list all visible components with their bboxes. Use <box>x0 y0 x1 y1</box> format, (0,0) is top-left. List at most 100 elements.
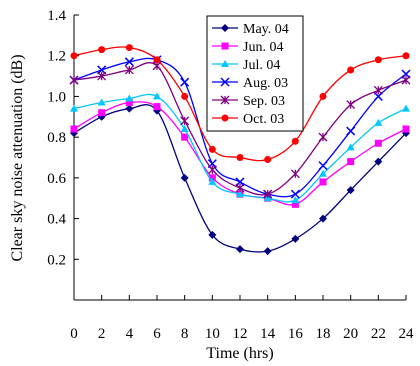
x-tick-label: 22 <box>371 326 386 342</box>
data-point <box>319 214 327 223</box>
legend-label: May. 04 <box>243 22 289 37</box>
data-point <box>374 118 383 126</box>
legend-marker <box>220 77 230 87</box>
data-point <box>70 52 78 60</box>
legend-marker <box>221 24 229 32</box>
data-point <box>373 85 383 95</box>
y-tick-label: 1.4 <box>47 8 66 24</box>
series-may-04 <box>70 104 410 256</box>
data-point <box>236 245 244 254</box>
data-point <box>374 139 382 147</box>
data-point <box>181 92 189 100</box>
x-tick-label: 2 <box>98 326 106 342</box>
data-point <box>402 125 410 133</box>
data-point <box>263 189 273 199</box>
x-tick-label: 6 <box>153 326 161 342</box>
data-point <box>98 46 106 54</box>
data-point <box>97 71 107 81</box>
data-point <box>124 57 134 67</box>
data-point <box>290 189 300 199</box>
data-point <box>264 156 272 164</box>
data-point <box>290 169 300 179</box>
data-point <box>291 196 300 204</box>
data-point <box>97 98 106 106</box>
data-point <box>180 173 189 182</box>
data-point <box>346 126 356 136</box>
data-point <box>153 103 161 111</box>
data-point <box>98 109 106 117</box>
y-tick-label: 0.4 <box>47 212 66 228</box>
data-point <box>124 65 134 75</box>
legend-marker <box>221 60 229 67</box>
data-point <box>319 169 327 177</box>
data-point <box>153 92 161 100</box>
data-point <box>208 145 216 153</box>
data-point <box>291 200 299 208</box>
data-point <box>236 190 244 198</box>
x-axis-ticks: 0 2 4 6 8 10 12 14 16 18 20 22 24 <box>70 295 414 342</box>
legend-marker <box>220 95 230 105</box>
y-tick-label: 0.8 <box>47 130 66 146</box>
data-point <box>180 116 190 126</box>
data-point <box>318 132 328 142</box>
y-axis-label: Clear sky noise attenuation (dB) <box>9 54 26 261</box>
data-point <box>208 177 217 185</box>
data-point <box>346 100 356 110</box>
data-point <box>207 165 217 175</box>
data-point <box>374 56 382 64</box>
data-series <box>69 44 411 256</box>
data-point <box>346 143 355 151</box>
data-point <box>402 104 410 112</box>
data-point <box>153 56 161 64</box>
data-point <box>235 183 245 193</box>
y-tick-label: 0.6 <box>47 171 66 187</box>
x-tick-label: 14 <box>260 326 276 342</box>
data-point <box>180 125 189 132</box>
legend-label: Aug. 03 <box>243 76 288 91</box>
legend-marker <box>221 42 229 50</box>
data-point <box>69 75 79 85</box>
series-jul-04 <box>70 92 410 204</box>
data-point <box>70 104 78 112</box>
x-tick-label: 0 <box>70 326 78 342</box>
data-point <box>208 174 216 182</box>
data-point <box>319 178 327 186</box>
x-tick-label: 4 <box>126 326 134 342</box>
data-point <box>125 99 133 107</box>
data-point <box>291 137 299 145</box>
legend-marker <box>221 114 229 122</box>
legend-label: Sep. 03 <box>243 94 285 109</box>
data-point <box>181 133 189 141</box>
data-point <box>70 125 78 133</box>
data-point <box>125 44 133 52</box>
data-point <box>347 158 355 166</box>
y-tick-label: 0.2 <box>47 252 66 268</box>
data-point <box>347 66 355 74</box>
x-tick-label: 16 <box>288 326 304 342</box>
y-axis-ticks: 0.2 0.4 0.6 0.8 1.0 1.2 1.4 <box>47 8 79 268</box>
series-sep-03 <box>69 61 411 199</box>
data-point <box>180 77 190 87</box>
data-point <box>402 52 410 60</box>
data-point <box>319 92 327 100</box>
data-point <box>318 161 328 171</box>
data-point <box>374 157 383 166</box>
data-point <box>125 104 134 113</box>
data-point <box>346 186 355 195</box>
x-axis-label: Time (hrs) <box>206 345 273 362</box>
data-point <box>125 94 134 102</box>
x-tick-label: 20 <box>343 326 358 342</box>
y-tick-label: 1.0 <box>47 89 66 105</box>
data-point <box>208 230 217 239</box>
x-tick-label: 12 <box>233 326 248 342</box>
x-tick-label: 10 <box>205 326 220 342</box>
legend-box <box>206 15 304 132</box>
data-point <box>236 154 244 161</box>
x-tick-label: 8 <box>181 326 189 342</box>
x-tick-label: 24 <box>399 326 415 342</box>
legend: May. 04 Jun. 04 Jul. 04 Aug. 03 Sep. 03 Oct. … <box>206 15 304 132</box>
data-point <box>291 234 300 243</box>
data-point <box>263 247 272 256</box>
legend-label: Jun. 04 <box>243 40 283 55</box>
